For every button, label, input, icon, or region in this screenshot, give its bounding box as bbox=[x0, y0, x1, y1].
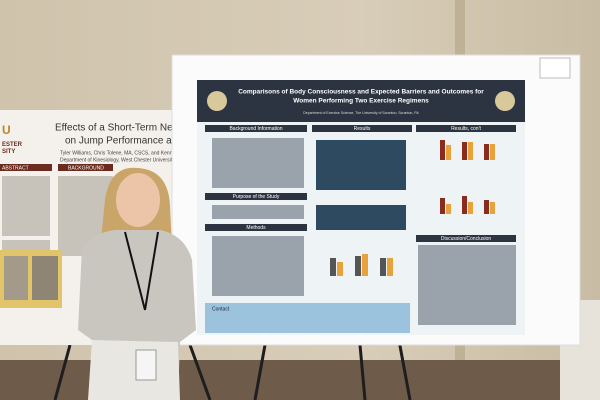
section-bar bbox=[0, 164, 52, 171]
section-bar bbox=[205, 125, 307, 132]
easels bbox=[53, 334, 412, 400]
section-heading: Results bbox=[354, 126, 371, 132]
left-department: Department of Kinesiology, West Chester … bbox=[60, 157, 175, 163]
section-heading: Results, con't bbox=[451, 126, 481, 132]
contact-heading: Contact bbox=[212, 306, 230, 312]
bar-chart bbox=[330, 254, 393, 276]
section-heading: Discussion/Conclusion bbox=[441, 236, 492, 242]
contact-panel bbox=[205, 303, 410, 333]
right-poster: Comparisons of Body Consciousness and Ex… bbox=[171, 54, 581, 346]
poster-title-line: Comparisons of Body Consciousness and Ex… bbox=[238, 89, 484, 96]
left-authors: Tyler Williams, Chris Tolene, MA, CSCS, … bbox=[60, 150, 180, 156]
table bbox=[316, 140, 406, 190]
person bbox=[78, 167, 196, 400]
section-heading: Methods bbox=[246, 225, 266, 231]
section-bar bbox=[58, 164, 113, 171]
sticky-note bbox=[539, 57, 571, 79]
left-title-line: on Jump Performance and Landing bbox=[65, 136, 221, 147]
right-column: Results, con't Discussion/Conclusion bbox=[416, 125, 516, 242]
title-banner bbox=[197, 80, 525, 122]
left-title-line: Effects of a Short-Term Neuromuscular bbox=[55, 123, 228, 134]
logo bbox=[495, 91, 515, 111]
text-lines bbox=[418, 245, 516, 325]
lanyard bbox=[124, 231, 146, 311]
section-heading: BACKGROUND bbox=[68, 165, 104, 171]
text-lines bbox=[212, 138, 304, 296]
section-heading: ABSTRACT bbox=[2, 165, 29, 171]
photo bbox=[4, 256, 28, 300]
left-column: Background Information Purpose of the Stu… bbox=[205, 125, 307, 231]
section-bar bbox=[312, 125, 412, 132]
poster-department: Department of Exercise Science, The Univ… bbox=[303, 111, 419, 115]
section-heading: Background Information bbox=[229, 126, 282, 132]
badge bbox=[135, 349, 157, 381]
section-bar bbox=[205, 224, 307, 231]
shirt bbox=[88, 340, 180, 400]
university-logo: U bbox=[2, 123, 11, 137]
section-bar bbox=[205, 193, 307, 200]
lanyard bbox=[144, 231, 159, 311]
section-bar bbox=[416, 235, 516, 242]
poster-title-line: Women Performing Two Exercise Regimens bbox=[293, 98, 429, 105]
university-name: ESTER SITY bbox=[2, 142, 23, 155]
face bbox=[116, 173, 160, 227]
table bbox=[316, 205, 406, 230]
logo bbox=[207, 91, 227, 111]
section-heading: Purpose of the Study bbox=[233, 194, 280, 200]
section-bar bbox=[416, 125, 516, 132]
photo bbox=[32, 256, 58, 300]
bar-chart bbox=[440, 140, 495, 214]
